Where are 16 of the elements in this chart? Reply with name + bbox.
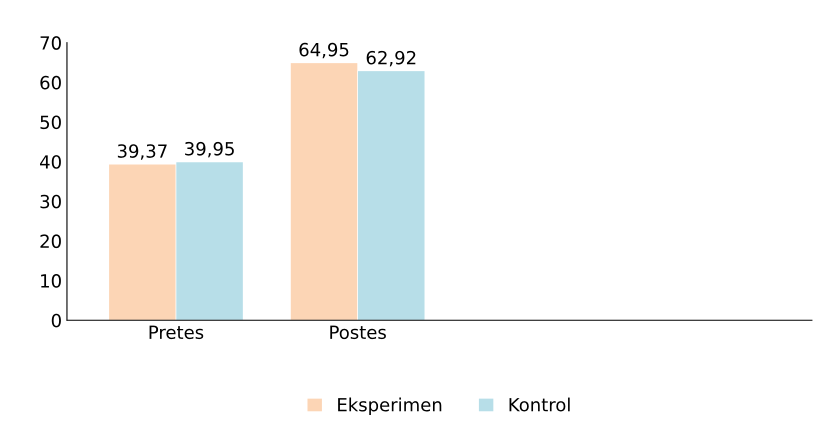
data-label: 39,95: [185, 142, 234, 158]
y-tick-label: 10: [41, 274, 61, 288]
y-tick-label: 20: [40, 234, 61, 248]
y-tick-label: 0: [52, 314, 61, 328]
y-tick-label: 70: [40, 36, 61, 50]
y-tick-label: 40: [40, 155, 61, 169]
y-tick-label: 50: [40, 115, 61, 130]
legend-label: Kontrol: [510, 398, 570, 412]
legend-label: Eksperimen: [338, 398, 442, 416]
data-label: 62,92: [366, 50, 416, 66]
y-tick-label: 60: [40, 76, 61, 90]
data-label: 39,37: [118, 144, 167, 160]
x-tick-label: Pretes: [150, 326, 204, 340]
y-tick-label: 30: [40, 194, 61, 208]
data-label: 64,95: [299, 42, 348, 58]
x-tick-label: Postes: [330, 326, 386, 340]
